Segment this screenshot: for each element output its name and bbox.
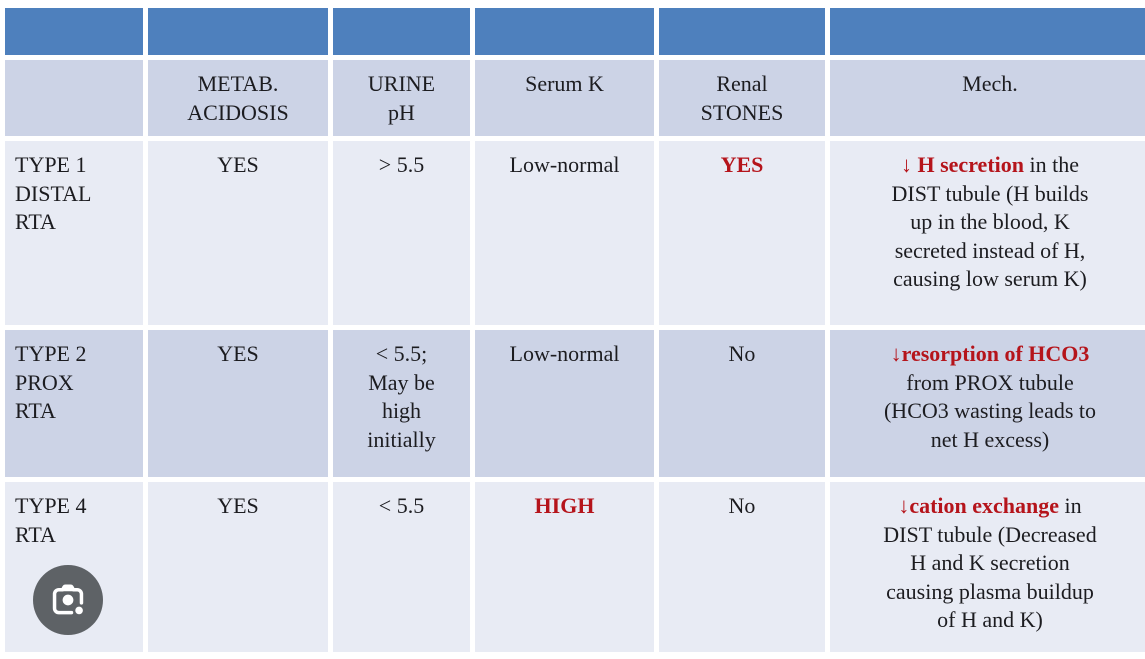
- cell-type2-urine-ph: < 5.5; May be high initially: [333, 330, 470, 477]
- banner-cell: [830, 8, 1145, 55]
- table-row-type4: TYPE 4 RTA YES < 5.5 HIGH No ↓cation exc…: [5, 482, 1145, 652]
- cell-type1-serum-k: Low-normal: [475, 141, 654, 325]
- banner-cell: [5, 8, 143, 55]
- mech-red-text: ↓resorption of HCO3: [890, 341, 1090, 366]
- cell-type2-label: TYPE 2 PROX RTA: [5, 330, 143, 477]
- google-lens-icon: [52, 584, 84, 615]
- cell-type1-label: TYPE 1 DISTAL RTA: [5, 141, 143, 325]
- banner-cell: [333, 8, 470, 55]
- mech-red-text: ↓ H secretion: [900, 152, 1024, 177]
- table-row-type2: TYPE 2 PROX RTA YES < 5.5; May be high i…: [5, 330, 1145, 477]
- banner-cell: [148, 8, 328, 55]
- column-header-mech: Mech.: [830, 60, 1145, 136]
- mech-rest-text: in DIST tubule (Decreased H and K secret…: [883, 493, 1097, 633]
- cell-type2-mech: ↓resorption of HCO3 from PROX tubule (HC…: [830, 330, 1145, 477]
- cell-type4-renal-stones: No: [659, 482, 825, 652]
- cell-type1-metab-acidosis: YES: [148, 141, 328, 325]
- mech-red-text: ↓cation exchange: [898, 493, 1060, 518]
- cell-type2-serum-k: Low-normal: [475, 330, 654, 477]
- cell-type1-renal-stones: YES: [659, 141, 825, 325]
- cell-type4-mech: ↓cation exchange in DIST tubule (Decreas…: [830, 482, 1145, 652]
- banner-row: [5, 8, 1145, 55]
- cell-type4-serum-k: HIGH: [475, 482, 654, 652]
- google-lens-button[interactable]: [33, 565, 103, 635]
- banner-cell: [659, 8, 825, 55]
- mech-rest-text: from PROX tubule (HCO3 wasting leads to …: [883, 369, 1097, 452]
- column-header-blank: [5, 60, 143, 136]
- header-row: METAB. ACIDOSIS URINE pH Serum K Renal S…: [5, 60, 1145, 136]
- rta-table: METAB. ACIDOSIS URINE pH Serum K Renal S…: [0, 3, 1145, 657]
- table-row-type1: TYPE 1 DISTAL RTA YES > 5.5 Low-normal Y…: [5, 141, 1145, 325]
- cell-type2-renal-stones: No: [659, 330, 825, 477]
- cell-type1-urine-ph: > 5.5: [333, 141, 470, 325]
- cell-type2-metab-acidosis: YES: [148, 330, 328, 477]
- cell-type1-mech: ↓ H secretion in the DIST tubule (H buil…: [830, 141, 1145, 325]
- cell-type4-urine-ph: < 5.5: [333, 482, 470, 652]
- column-header-urine-ph: URINE pH: [333, 60, 470, 136]
- mech-rest-text: in the DIST tubule (H builds up in the b…: [891, 152, 1089, 292]
- column-header-serum-k: Serum K: [475, 60, 654, 136]
- cell-type4-metab-acidosis: YES: [148, 482, 328, 652]
- screenshot-root: { "colors": { "banner_blue": "#4e80bd", …: [0, 3, 1145, 659]
- banner-cell: [475, 8, 654, 55]
- column-header-metab-acidosis: METAB. ACIDOSIS: [148, 60, 328, 136]
- column-header-renal-stones: Renal STONES: [659, 60, 825, 136]
